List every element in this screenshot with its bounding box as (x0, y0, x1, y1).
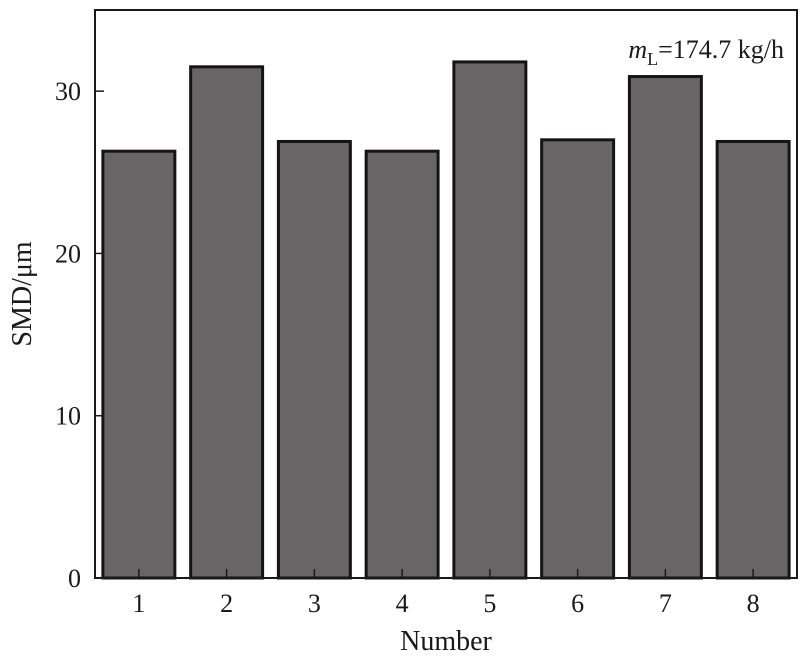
flow-rate-annotation: mL=174.7 kg/h (628, 35, 784, 69)
bars-group (101, 60, 791, 580)
bar-3 (276, 139, 352, 580)
bar-4 (364, 149, 440, 580)
y-tick-label: 30 (55, 77, 81, 106)
annotation-text: =174.7 kg/h (658, 35, 784, 64)
x-tick-label: 2 (220, 589, 233, 618)
x-tick-label: 1 (132, 589, 145, 618)
y-tick-label: 10 (55, 402, 81, 431)
y-ticks-group: 0 10 20 30 (55, 77, 104, 593)
annotation-subscript: L (647, 49, 658, 69)
x-tick-label: 7 (659, 589, 672, 618)
x-tick-label: 3 (308, 589, 321, 618)
annotation-symbol: m (628, 35, 647, 64)
bar-8 (715, 139, 791, 580)
bar-7 (627, 75, 703, 580)
x-tick-label: 5 (483, 589, 496, 618)
x-ticks-group: 1 2 3 4 5 6 7 8 (132, 569, 760, 618)
x-tick-label: 4 (396, 589, 409, 618)
y-tick-label: 20 (55, 239, 81, 268)
bar-1 (101, 149, 177, 580)
x-axis-label: Number (400, 626, 492, 656)
x-tick-label: 6 (571, 589, 584, 618)
y-tick-label: 0 (68, 564, 81, 593)
y-axis-label: SMD/μm (7, 241, 38, 346)
plot-frame (94, 9, 798, 579)
bar-6 (540, 138, 616, 580)
bar-5 (452, 60, 528, 580)
x-tick-label: 8 (747, 589, 760, 618)
bar-2 (189, 65, 265, 580)
